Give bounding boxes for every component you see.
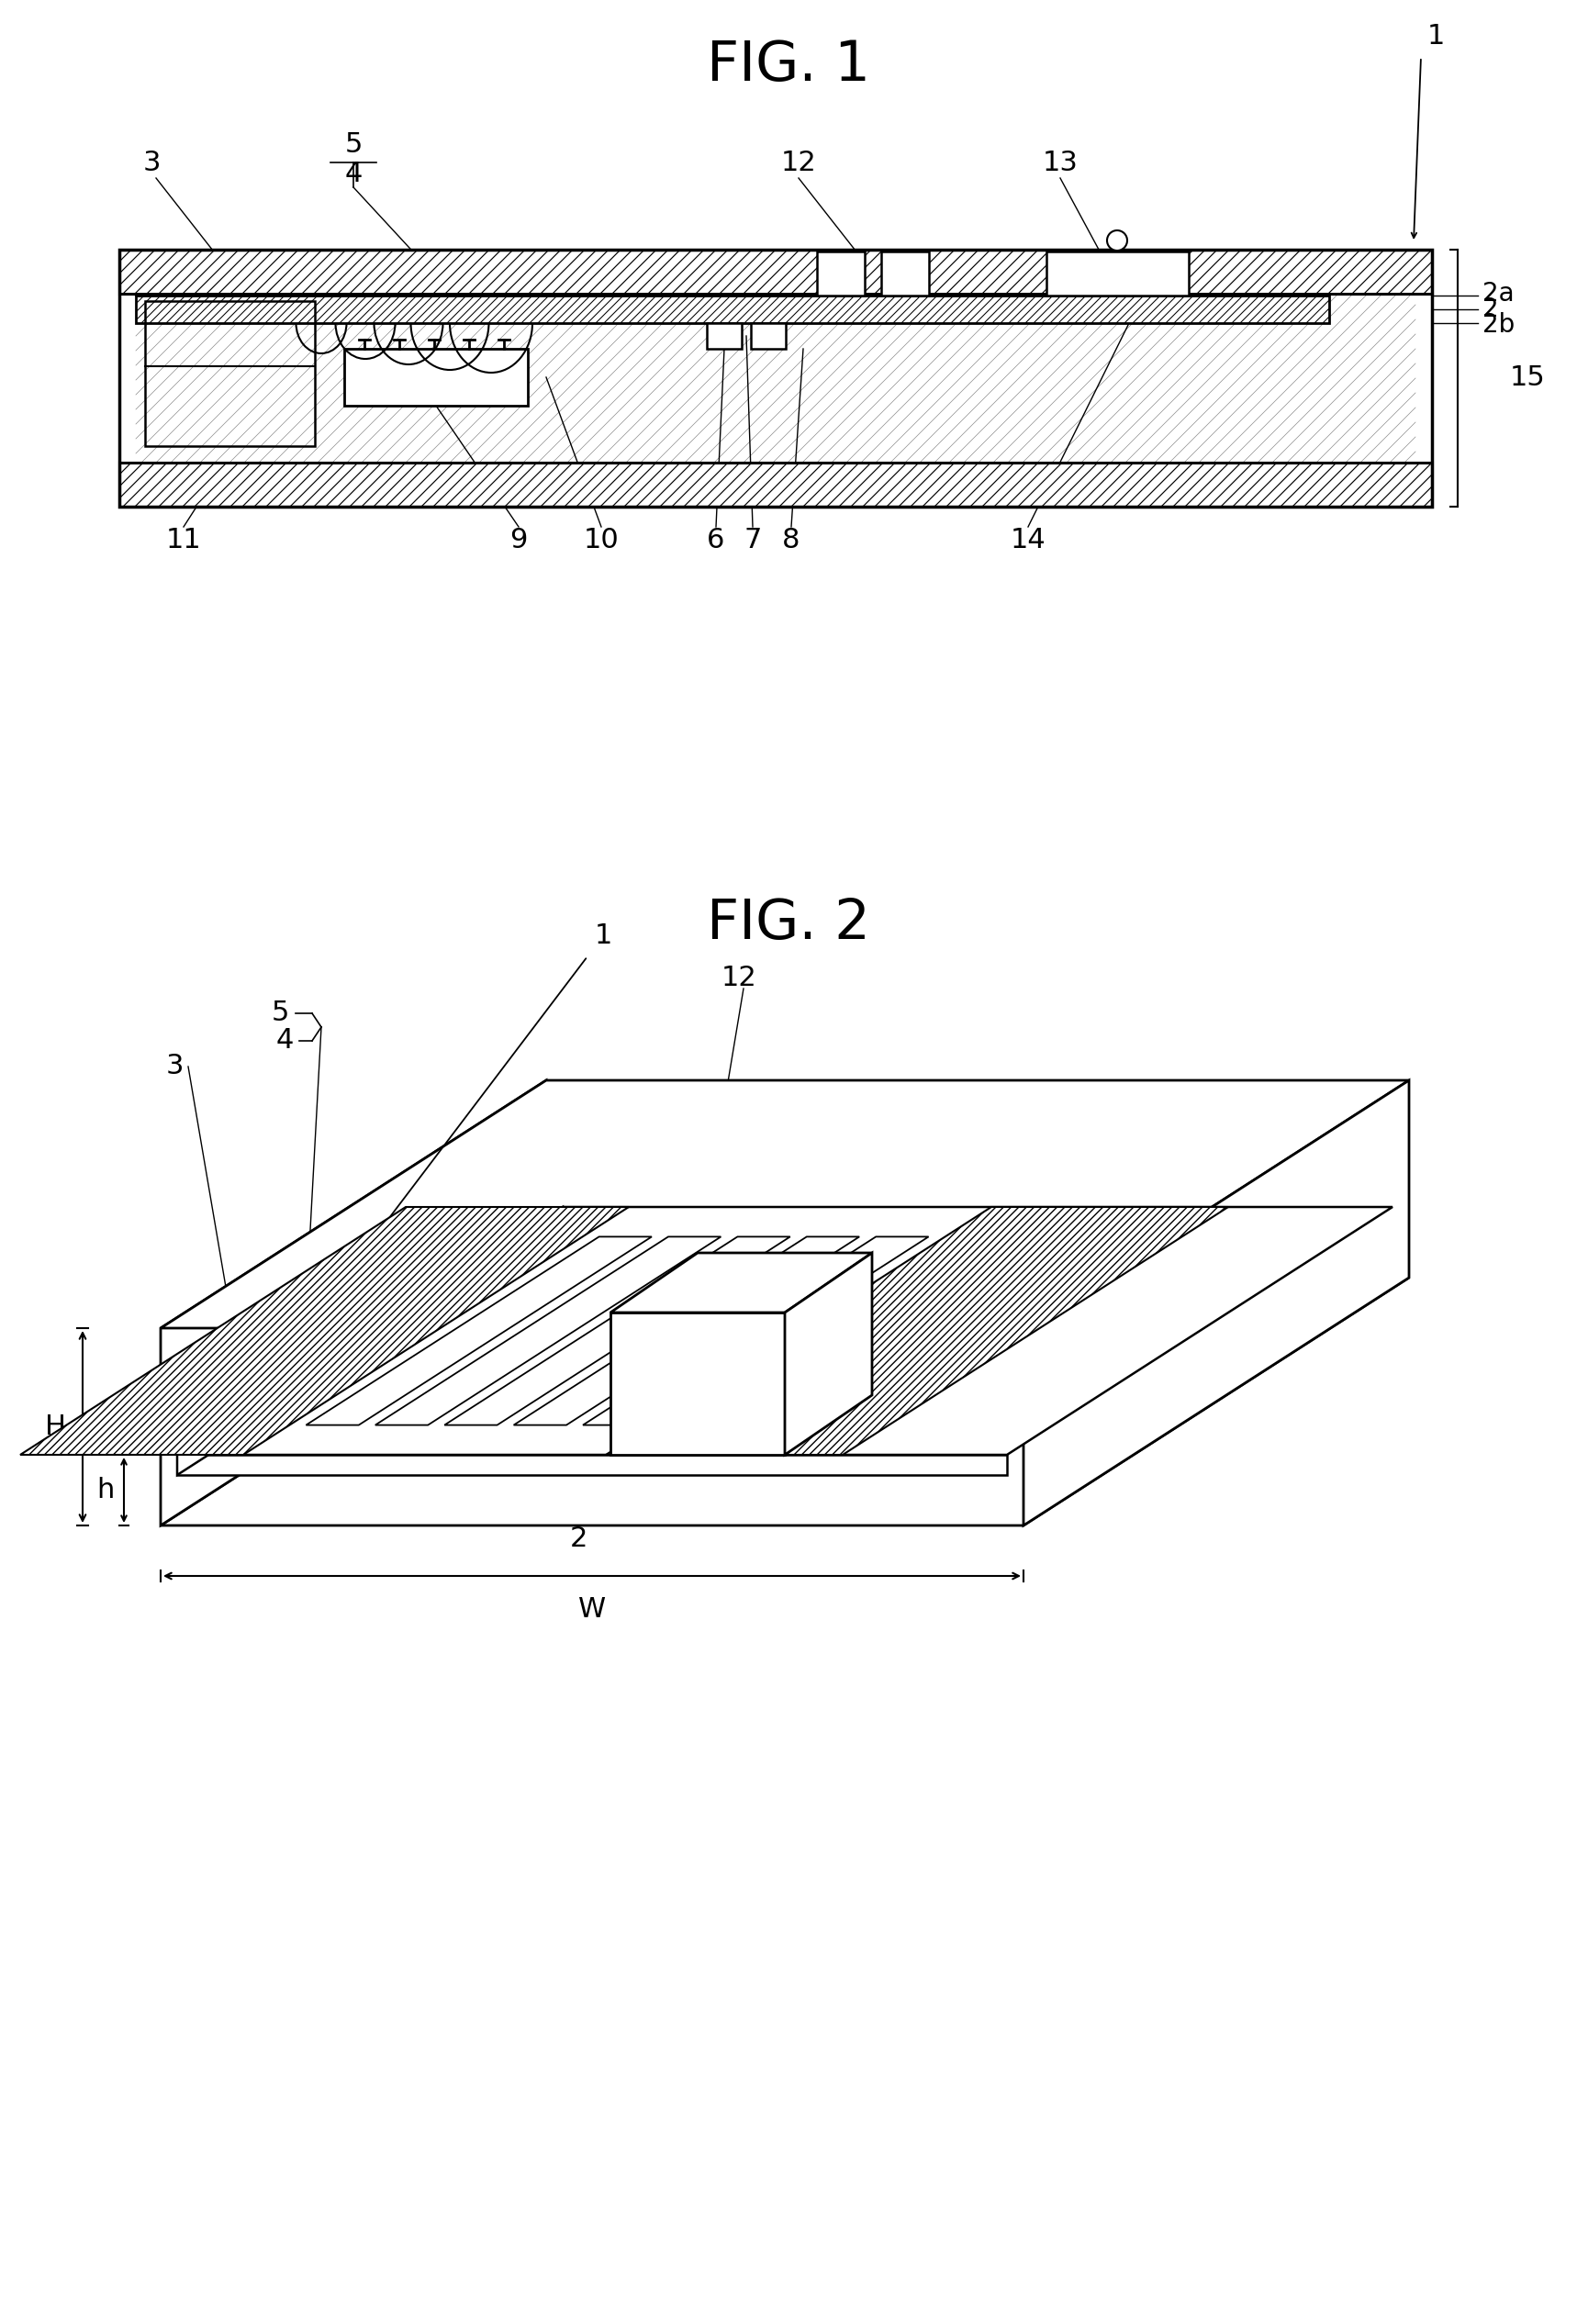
Bar <box>120 462 1432 507</box>
Text: W: W <box>579 1597 606 1622</box>
Polygon shape <box>161 1278 1408 1525</box>
Text: 12: 12 <box>781 149 817 177</box>
Bar <box>706 323 741 349</box>
Text: 3: 3 <box>166 1053 183 1081</box>
Text: 6: 6 <box>706 528 725 553</box>
Text: 12: 12 <box>721 964 757 992</box>
Text: 9: 9 <box>509 528 528 553</box>
Text: 14: 14 <box>1011 528 1046 553</box>
Text: 8: 8 <box>782 528 800 553</box>
Text: 10: 10 <box>583 528 620 553</box>
Polygon shape <box>177 1455 1008 1476</box>
Text: 2: 2 <box>1482 297 1498 323</box>
Polygon shape <box>306 1236 651 1425</box>
Circle shape <box>1107 230 1128 251</box>
Polygon shape <box>161 1081 546 1525</box>
Text: 11: 11 <box>166 528 202 553</box>
Bar <box>344 349 528 407</box>
Text: 14: 14 <box>432 1343 467 1369</box>
Polygon shape <box>445 1236 790 1425</box>
Text: 5: 5 <box>271 999 289 1027</box>
Text: 4: 4 <box>276 1027 293 1055</box>
Text: 5: 5 <box>344 130 363 158</box>
Polygon shape <box>177 1206 563 1476</box>
Bar <box>145 302 315 446</box>
Polygon shape <box>375 1236 721 1425</box>
Polygon shape <box>1023 1081 1408 1525</box>
Text: 2: 2 <box>569 1525 587 1552</box>
Text: 7: 7 <box>744 528 762 553</box>
Text: 15: 15 <box>1511 365 1545 390</box>
Text: FIG. 1: FIG. 1 <box>706 40 871 93</box>
Bar <box>751 323 785 349</box>
Text: h: h <box>96 1476 115 1504</box>
Text: 1: 1 <box>1427 23 1445 49</box>
Polygon shape <box>610 1253 872 1313</box>
Text: 1: 1 <box>595 923 612 948</box>
Polygon shape <box>583 1236 929 1425</box>
Text: FIG. 2: FIG. 2 <box>706 897 871 951</box>
Polygon shape <box>177 1206 1392 1455</box>
Text: 3: 3 <box>142 149 161 177</box>
Polygon shape <box>606 1206 1228 1455</box>
Text: 13: 13 <box>1042 149 1079 177</box>
Bar <box>1047 251 1189 295</box>
Polygon shape <box>514 1236 859 1425</box>
Bar <box>136 295 1329 323</box>
Text: 2b: 2b <box>1482 311 1515 337</box>
Polygon shape <box>610 1313 785 1455</box>
Bar <box>120 249 1432 507</box>
Polygon shape <box>785 1253 872 1455</box>
Text: 4: 4 <box>344 160 363 188</box>
Polygon shape <box>161 1081 1408 1327</box>
Polygon shape <box>21 1206 629 1455</box>
Bar <box>817 251 864 295</box>
Bar <box>882 251 929 295</box>
Text: 2a: 2a <box>1482 281 1514 307</box>
Text: H: H <box>46 1413 66 1441</box>
Bar <box>120 249 1432 293</box>
